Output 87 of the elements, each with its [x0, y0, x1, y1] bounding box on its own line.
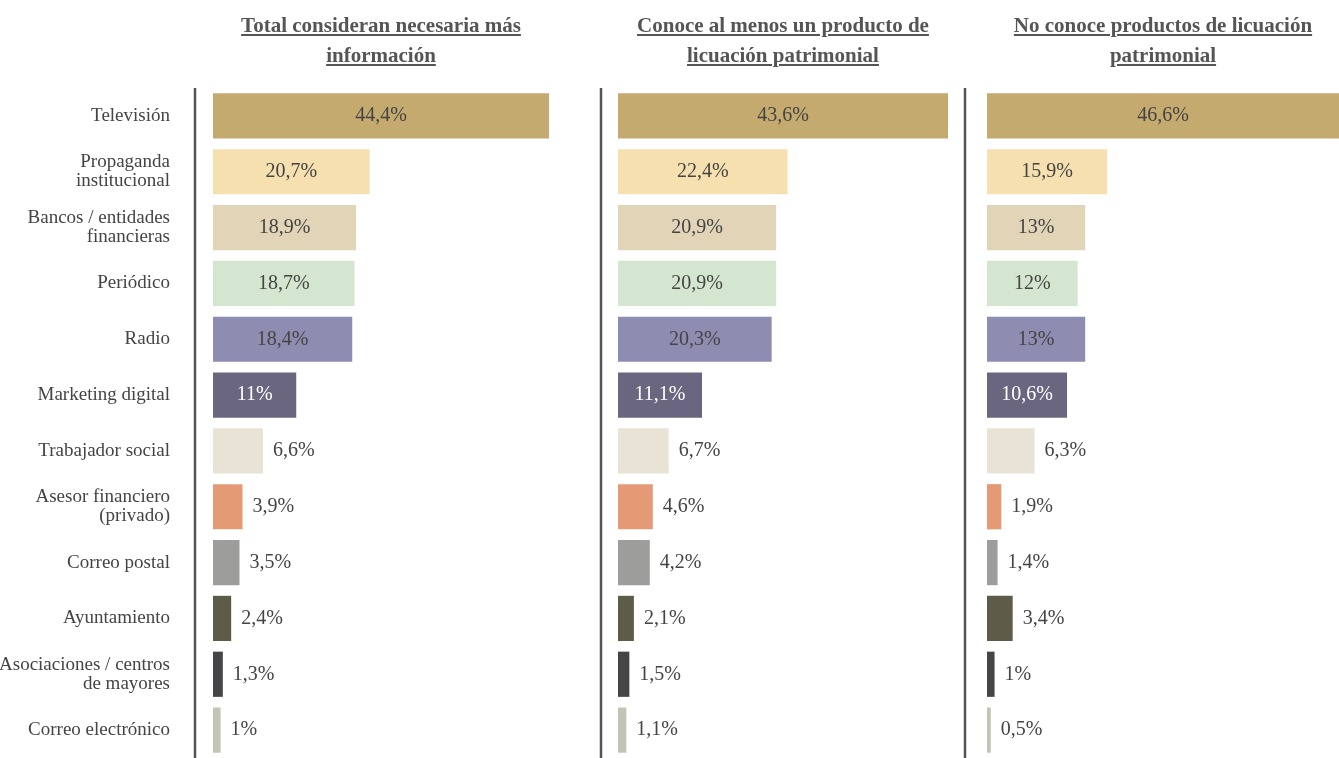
bar: [213, 204, 357, 251]
y-tick-label: Correo postal: [67, 550, 170, 572]
bar: [987, 93, 1339, 139]
data-label: 0,5%: [1000, 717, 1043, 740]
y-tick-label: Marketing digital: [37, 383, 170, 405]
data-label: 4,6%: [662, 494, 705, 516]
y-tick-label: Trabajador social: [38, 438, 170, 460]
bar: [987, 372, 1068, 418]
bar: [618, 204, 777, 251]
data-label: 18,7%: [257, 270, 310, 293]
data-label: 44,4%: [355, 103, 407, 126]
data-label: 1%: [1004, 661, 1032, 684]
data-label: 1%: [230, 717, 258, 740]
data-label: 18,9%: [258, 214, 311, 237]
bar: [987, 651, 995, 697]
bar: [213, 651, 223, 697]
data-label: 2,1%: [643, 605, 686, 628]
bar: [987, 260, 1078, 307]
data-label: 11%: [236, 382, 273, 405]
data-label: 46,6%: [1137, 103, 1189, 126]
data-label: 15,9%: [1021, 159, 1073, 181]
y-tick-label: Asesor financiero (privado): [35, 485, 170, 527]
data-label: 13%: [1017, 326, 1055, 349]
bar: [618, 93, 948, 139]
data-label: 1,4%: [1007, 549, 1050, 572]
data-label: 3,9%: [252, 494, 295, 516]
data-label: 20,9%: [671, 214, 723, 237]
y-tick-label: Bancos / entidades financieras: [27, 206, 170, 247]
data-label: 1,3%: [232, 661, 275, 684]
y-tick-label: Ayuntamiento: [63, 606, 170, 628]
bar: [618, 260, 777, 307]
bar: [618, 428, 669, 474]
data-label: 12%: [1013, 270, 1051, 293]
bar: [213, 260, 355, 307]
data-label: 6,6%: [272, 438, 315, 461]
data-label: 13%: [1017, 214, 1055, 237]
bar: [987, 428, 1035, 474]
bar: [213, 707, 221, 753]
y-tick-label: Periódico: [97, 271, 170, 293]
bar: [618, 149, 788, 195]
data-label: 6,3%: [1044, 438, 1087, 461]
data-label: 3,4%: [1022, 605, 1065, 628]
data-label: 10,6%: [1001, 382, 1053, 405]
y-tick-label: Propaganda institucional: [76, 150, 171, 191]
data-label: 20,3%: [668, 326, 721, 349]
data-label: 22,4%: [676, 159, 729, 181]
bar: [987, 539, 998, 586]
bar: [213, 428, 263, 474]
data-label: 3,5%: [249, 549, 292, 572]
data-label: 20,9%: [671, 270, 723, 293]
bar: [618, 707, 627, 753]
data-label: 11,1%: [634, 382, 686, 405]
data-label: 6,7%: [678, 438, 721, 461]
bar: [618, 372, 703, 418]
y-tick-label: Radio: [124, 327, 170, 349]
bar: [618, 316, 772, 362]
y-tick-label: Correo electrónico: [28, 718, 170, 740]
data-label: 1,5%: [639, 661, 682, 684]
bar: [213, 484, 243, 530]
chart-title: No conoce productos de licuación patrimonial: [1012, 12, 1314, 69]
bar: [987, 595, 1013, 642]
bar: [987, 149, 1108, 195]
bar: [213, 93, 549, 139]
chart-title: Total consideran necesaria más información: [240, 12, 522, 69]
data-label: 2,4%: [241, 605, 283, 628]
bar: [618, 651, 630, 697]
bar: [213, 539, 240, 586]
bar: [213, 149, 370, 195]
data-label: 1,1%: [636, 717, 678, 740]
bar: [213, 372, 297, 418]
bar: [213, 316, 353, 362]
y-tick-label: Asociaciones / centros de mayores: [0, 652, 170, 693]
bar: [987, 484, 1002, 530]
bar: [213, 595, 232, 642]
data-label: 18,4%: [256, 326, 309, 349]
data-label: 20,7%: [265, 159, 318, 181]
data-label: 4,2%: [659, 549, 702, 572]
bar: [987, 204, 1086, 251]
bar: [618, 539, 650, 586]
data-label: 1,9%: [1011, 494, 1054, 516]
data-label: 43,6%: [757, 103, 809, 126]
bar: [987, 316, 1086, 362]
chart-title: Conoce al menos un producto de licuación patrimonial: [636, 12, 930, 69]
bar: [987, 707, 991, 753]
bar: [618, 484, 653, 530]
y-tick-label: Televisión: [91, 103, 171, 125]
bar: [618, 595, 634, 642]
